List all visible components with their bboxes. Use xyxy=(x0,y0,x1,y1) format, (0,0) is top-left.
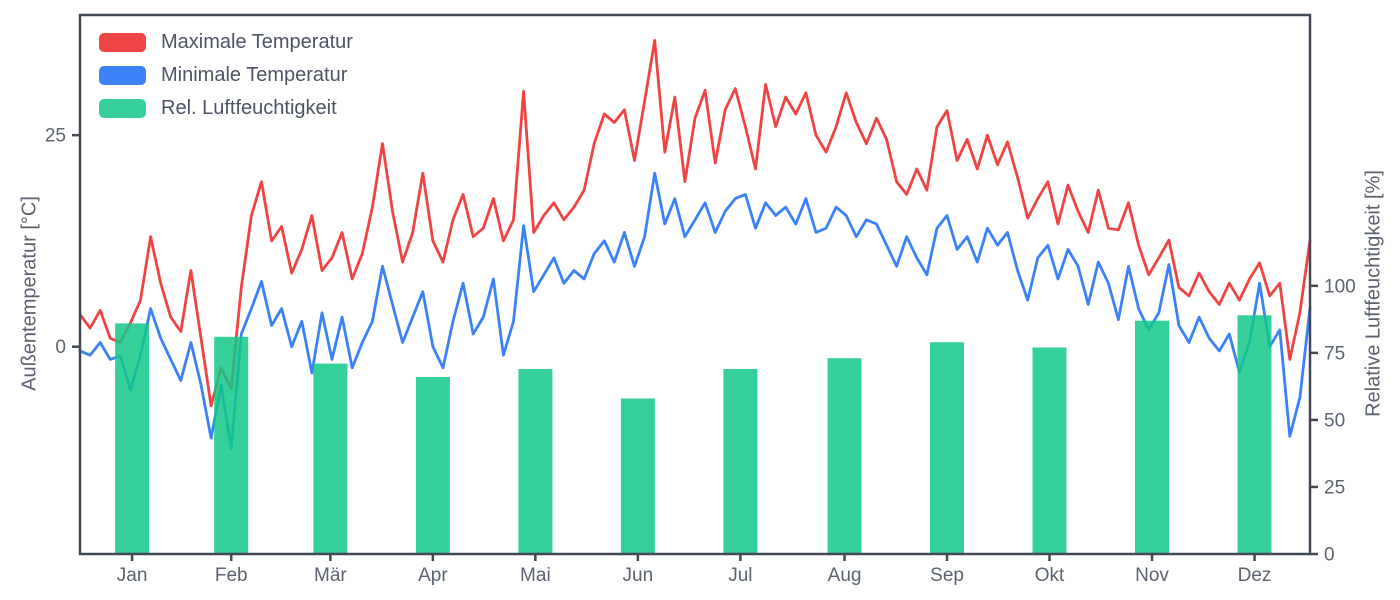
legend: Maximale Temperatur Minimale Temperatur … xyxy=(99,32,353,118)
y-right-tick-label: 0 xyxy=(1324,545,1335,566)
x-tick-label: Feb xyxy=(215,565,248,586)
max-temp-line xyxy=(78,39,1312,408)
min-temp-swatch-icon xyxy=(99,65,146,85)
humidity-bar xyxy=(1032,347,1067,555)
humidity-bar xyxy=(723,369,758,555)
humidity-bar xyxy=(620,398,655,555)
right-axis-title: Relative Luftfeuchtigkeit [%] xyxy=(1362,170,1385,417)
x-tick-label: Mai xyxy=(520,565,551,586)
x-tick-label: Sep xyxy=(930,565,964,586)
legend-item-min-temp: Minimale Temperatur xyxy=(99,65,353,85)
y-left-tick-label: 25 xyxy=(45,126,66,147)
legend-item-humidity: Rel. Luftfeuchtigkeit xyxy=(99,98,353,118)
x-tick-label: Dez xyxy=(1238,565,1272,586)
legend-label-max-temp: Maximale Temperatur xyxy=(161,31,353,53)
legend-label-min-temp: Minimale Temperatur xyxy=(161,64,348,86)
humidity-bar xyxy=(1237,315,1272,555)
x-tick-label: Nov xyxy=(1135,565,1169,586)
x-tick-label: Jun xyxy=(623,565,654,586)
humidity-bar xyxy=(930,342,964,555)
y-right-tick-label: 100 xyxy=(1324,276,1356,297)
x-tick-label: Jan xyxy=(117,565,148,586)
y-right-tick-label: 75 xyxy=(1324,343,1345,364)
humidity-bar xyxy=(1135,320,1169,555)
left-axis-title: Außentemperatur [°C] xyxy=(18,196,41,391)
humidity-bar xyxy=(415,377,450,555)
humidity-bar xyxy=(518,369,553,555)
y-right-tick-label: 25 xyxy=(1324,477,1345,498)
min-temp-line xyxy=(78,171,1312,450)
plot-border xyxy=(78,13,1312,556)
x-tick-label: Apr xyxy=(418,565,448,586)
y-left-tick-label: 0 xyxy=(55,337,66,358)
humidity-bar xyxy=(214,336,249,555)
legend-item-max-temp: Maximale Temperatur xyxy=(99,32,353,52)
humidity-bar xyxy=(313,363,348,555)
humidity-bar xyxy=(115,323,150,555)
x-tick-label: Okt xyxy=(1035,565,1065,586)
humidity-bar xyxy=(827,358,862,555)
y-right-tick-label: 50 xyxy=(1324,410,1345,431)
x-tick-label: Mär xyxy=(314,565,347,586)
x-tick-label: Aug xyxy=(828,565,862,586)
humidity-swatch-icon xyxy=(99,98,146,118)
max-temp-swatch-icon xyxy=(99,32,146,52)
x-tick-label: Jul xyxy=(728,565,752,586)
legend-label-humidity: Rel. Luftfeuchtigkeit xyxy=(161,97,337,119)
